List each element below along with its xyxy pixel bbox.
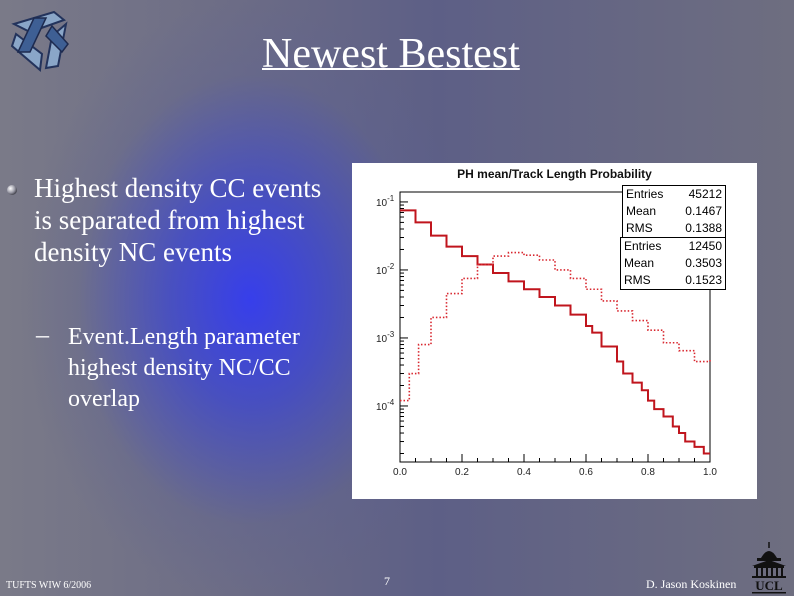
stats-label: RMS — [626, 221, 653, 235]
ucl-portico-logo-icon: UCL — [752, 542, 786, 594]
tufts-star-logo-icon — [10, 10, 69, 72]
stats-value: 0.1388 — [685, 221, 722, 235]
stats-value: 0.1467 — [685, 204, 722, 218]
stats-value: 0.1523 — [685, 273, 722, 287]
stats-row: Mean 0.1467 — [626, 203, 722, 220]
stats-row: Entries 45212 — [626, 186, 722, 203]
y-tick-exponent: -2 — [387, 262, 395, 271]
sub-bullet-marker: – — [36, 320, 49, 349]
ucl-logo-text: UCL — [755, 578, 783, 593]
chart-title: PH mean/Track Length Probability — [457, 167, 652, 181]
x-tick-label: 0.8 — [641, 467, 655, 478]
series-line-dotted — [400, 251, 711, 402]
x-tick-label: 0.6 — [579, 467, 593, 478]
stats-value: 45212 — [688, 187, 722, 201]
stats-box-dotted-series: Entries 12450 Mean 0.3503 RMS 0.1523 — [620, 237, 726, 290]
footer-author: D. Jason Koskinen — [646, 577, 737, 591]
bullet-point-icon — [7, 185, 17, 195]
x-tick-label: 0.0 — [393, 467, 407, 478]
stats-label: Mean — [626, 204, 657, 218]
y-tick-exponent: -3 — [387, 330, 395, 339]
y-tick-label: 10-4 — [376, 398, 395, 413]
series-line-solid — [400, 209, 710, 455]
x-tick-label: 1.0 — [703, 467, 717, 478]
x-tick-label: 0.4 — [517, 467, 531, 478]
bullet-text: Highest density CC events is separated f… — [34, 173, 322, 267]
sub-bullet-text: Event.Length parameter highest density N… — [68, 324, 300, 412]
stats-box-solid-series: Entries 45212 Mean 0.1467 RMS 0.1388 — [622, 185, 726, 238]
stats-value: 0.3503 — [685, 256, 722, 270]
y-tick-exponent: -4 — [387, 398, 395, 407]
footer-event-label: TUFTS WIW 6/2006 — [6, 580, 92, 591]
stats-row: RMS 0.1388 — [626, 220, 722, 237]
stats-row: Entries 12450 — [624, 238, 722, 255]
stats-label: Mean — [624, 256, 655, 270]
y-tick-label: 10-3 — [376, 330, 395, 345]
x-tick-label: 0.2 — [455, 467, 469, 478]
stats-row: RMS 0.1523 — [624, 272, 722, 289]
y-tick-label: 10-1 — [376, 194, 395, 209]
stats-value: 12450 — [688, 239, 722, 253]
slide-title: Newest Bestest — [262, 31, 520, 77]
stats-label: Entries — [626, 187, 664, 201]
y-tick-label: 10-2 — [376, 262, 395, 277]
stats-label: RMS — [624, 273, 651, 287]
y-tick-exponent: -1 — [387, 194, 395, 203]
stats-label: Entries — [624, 239, 662, 253]
histogram-chart: 10-1 10-2 10-3 10-4 0.0 0.2 0.4 0.6 0.8 1.0 PH m… — [352, 163, 757, 499]
page-number: 7 — [384, 574, 390, 588]
stats-row: Mean 0.3503 — [624, 255, 722, 272]
histogram-plot: 10-1 10-2 10-3 10-4 0.0 0.2 0.4 0.6 0.8 1.0 — [376, 191, 717, 478]
